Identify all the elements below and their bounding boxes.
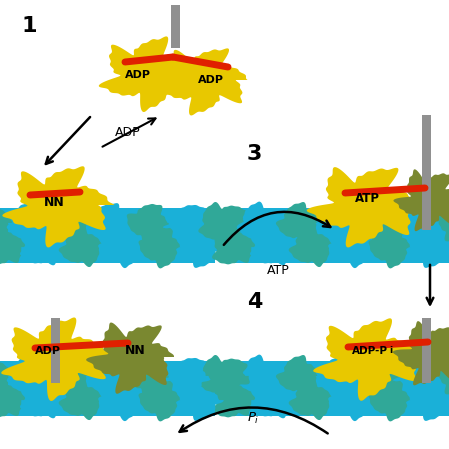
Polygon shape [397, 205, 441, 243]
Polygon shape [154, 48, 248, 115]
Polygon shape [208, 206, 250, 242]
Polygon shape [316, 203, 358, 244]
Bar [0, 207, 215, 263]
Text: ATP: ATP [355, 193, 379, 206]
Polygon shape [59, 226, 102, 267]
Polygon shape [237, 202, 280, 242]
Polygon shape [409, 382, 449, 421]
Polygon shape [422, 318, 431, 383]
Text: 1: 1 [22, 16, 38, 36]
Polygon shape [167, 205, 211, 243]
Polygon shape [289, 226, 332, 267]
Polygon shape [2, 166, 114, 247]
Polygon shape [369, 228, 410, 269]
Bar [230, 207, 449, 263]
Polygon shape [357, 357, 401, 397]
Polygon shape [307, 167, 416, 247]
Polygon shape [438, 206, 449, 242]
Polygon shape [7, 202, 50, 242]
Polygon shape [313, 318, 425, 401]
Polygon shape [237, 355, 280, 395]
Polygon shape [208, 359, 250, 395]
Polygon shape [50, 318, 60, 383]
Polygon shape [0, 380, 25, 418]
Polygon shape [276, 355, 320, 396]
Polygon shape [422, 115, 431, 230]
Polygon shape [0, 202, 13, 240]
Polygon shape [328, 227, 371, 268]
Polygon shape [98, 227, 141, 268]
Text: ADP-P: ADP-P [352, 346, 388, 356]
Polygon shape [86, 322, 174, 394]
Text: i: i [389, 346, 392, 355]
Polygon shape [198, 355, 242, 393]
Bar [230, 361, 449, 415]
Polygon shape [98, 379, 141, 421]
Polygon shape [0, 355, 13, 393]
Polygon shape [99, 36, 200, 112]
Text: ADP: ADP [198, 75, 224, 85]
Polygon shape [409, 229, 449, 268]
Polygon shape [393, 169, 449, 231]
Polygon shape [369, 381, 410, 421]
Polygon shape [127, 204, 171, 244]
Polygon shape [250, 226, 294, 265]
Text: NN: NN [44, 195, 64, 208]
Polygon shape [86, 203, 128, 244]
FancyArrowPatch shape [224, 212, 330, 245]
Text: $P_i$: $P_i$ [247, 410, 259, 426]
Polygon shape [139, 381, 180, 421]
Bar [0, 361, 215, 415]
Polygon shape [316, 356, 358, 397]
Polygon shape [180, 229, 224, 268]
Polygon shape [198, 202, 242, 240]
Polygon shape [127, 357, 171, 397]
Polygon shape [276, 202, 320, 244]
Text: 3: 3 [247, 144, 262, 164]
Polygon shape [438, 359, 449, 395]
Text: NN: NN [125, 344, 145, 357]
Polygon shape [139, 228, 180, 269]
Polygon shape [393, 321, 449, 385]
Polygon shape [212, 380, 255, 418]
Polygon shape [212, 227, 255, 264]
FancyArrowPatch shape [180, 408, 328, 433]
Polygon shape [86, 356, 128, 397]
Polygon shape [357, 204, 401, 244]
Text: 4: 4 [247, 292, 262, 312]
Text: ADP: ADP [115, 127, 141, 140]
Polygon shape [250, 379, 294, 418]
Polygon shape [46, 355, 90, 396]
Text: ATP: ATP [267, 264, 289, 277]
Polygon shape [7, 355, 50, 395]
Polygon shape [1, 317, 112, 401]
Polygon shape [328, 379, 371, 421]
Polygon shape [46, 202, 90, 244]
Polygon shape [289, 379, 332, 420]
Text: ADP: ADP [125, 70, 151, 80]
Polygon shape [20, 379, 64, 418]
Polygon shape [397, 358, 441, 396]
Polygon shape [59, 379, 102, 420]
Polygon shape [0, 227, 25, 264]
Polygon shape [180, 382, 224, 421]
Polygon shape [20, 226, 64, 265]
Polygon shape [171, 5, 180, 48]
Polygon shape [167, 358, 211, 396]
Text: ADP: ADP [35, 346, 61, 356]
